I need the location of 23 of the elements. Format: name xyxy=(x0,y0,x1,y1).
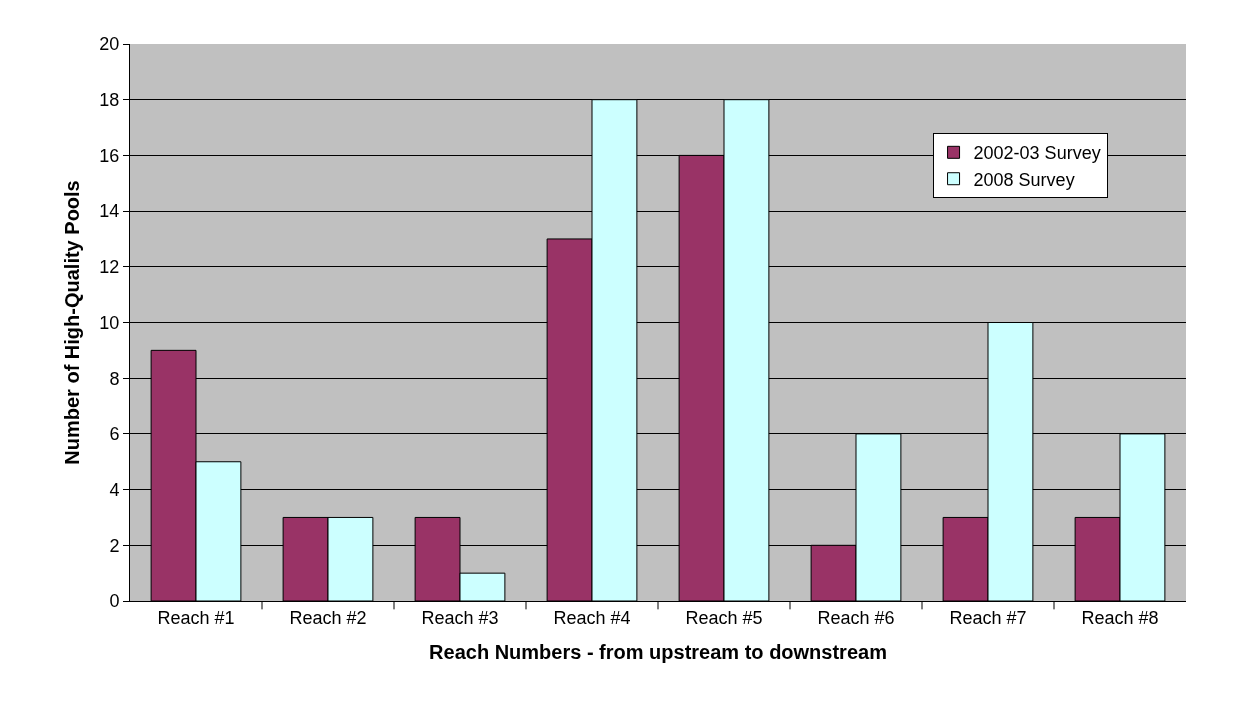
y-tick-label: 0 xyxy=(109,591,120,612)
y-tick-label: 8 xyxy=(109,368,120,389)
x-tick-label: Reach #5 xyxy=(685,607,763,628)
x-tick-label: Reach #8 xyxy=(1081,607,1159,628)
y-tick-label: 10 xyxy=(99,312,120,333)
y-tick-label: 20 xyxy=(99,34,120,55)
y-axis-title: Number of High-Quality Pools xyxy=(60,180,83,465)
y-tick-label: 12 xyxy=(99,257,120,278)
x-tick-label: Reach #7 xyxy=(949,607,1027,628)
x-tick-label: Reach #4 xyxy=(553,607,631,628)
y-tick-label: 2 xyxy=(109,535,120,556)
x-tick-label: Reach #2 xyxy=(289,607,367,628)
x-tick-label: Reach #1 xyxy=(157,607,235,628)
legend-label: 2002-03 Survey xyxy=(973,143,1101,164)
y-tick-label: 4 xyxy=(109,479,120,500)
x-axis-title: Reach Numbers - from upstream to downstream xyxy=(429,641,887,664)
y-tick-label: 16 xyxy=(99,145,120,166)
legend-label: 2008 Survey xyxy=(973,169,1075,190)
y-tick-label: 6 xyxy=(109,424,120,445)
y-tick-label: 18 xyxy=(99,90,120,110)
y-tick-label: 14 xyxy=(99,201,120,222)
x-tick-label: Reach #6 xyxy=(817,607,895,628)
x-tick-label: Reach #3 xyxy=(421,607,499,628)
